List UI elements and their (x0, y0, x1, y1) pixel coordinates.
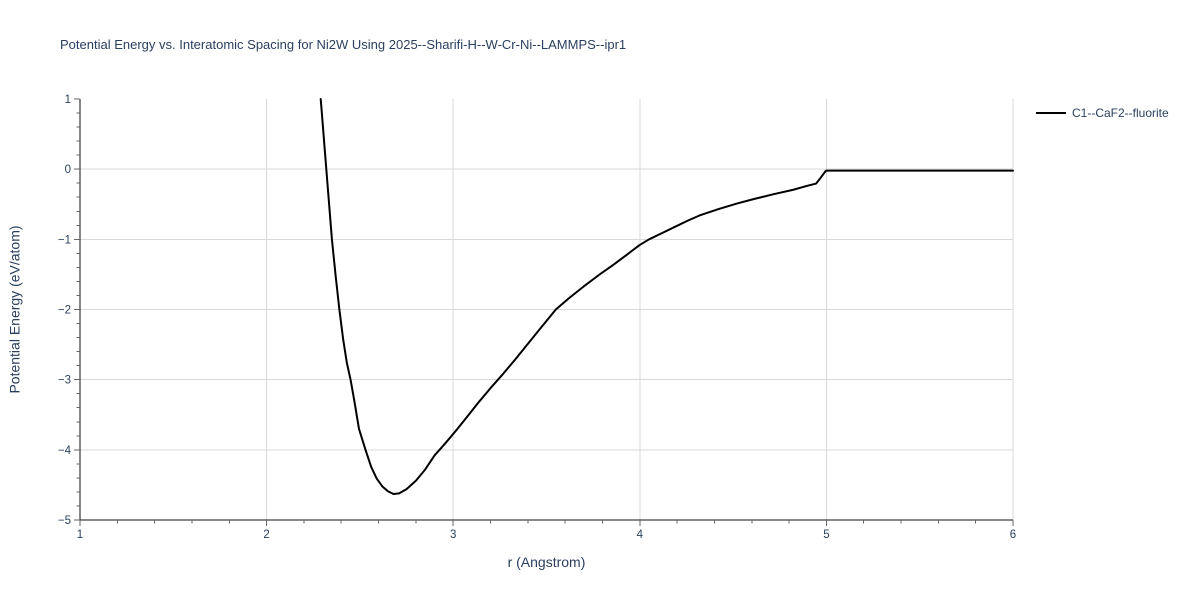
svg-text:1: 1 (65, 94, 71, 106)
svg-text:−3: −3 (58, 375, 71, 387)
svg-text:−5: −5 (58, 515, 71, 527)
x-axis-label: r (Angstrom) (507, 554, 586, 570)
svg-text:−1: −1 (58, 234, 71, 246)
tick-marks (74, 98, 1014, 526)
y-tick-labels: 1 0 −1 −2 −3 −4 −5 (58, 94, 72, 527)
x-tick-labels: 1 2 3 4 5 6 (77, 529, 1016, 541)
series-line (319, 98, 1014, 496)
svg-text:1: 1 (77, 529, 83, 541)
gridlines (80, 99, 1014, 520)
legend-label: C1--CaF2--fluorite (1072, 106, 1169, 120)
chart-title: Potential Energy vs. Interatomic Spacing… (60, 37, 627, 52)
legend-line-swatch (1036, 112, 1066, 114)
svg-text:4: 4 (637, 529, 644, 541)
svg-text:3: 3 (450, 529, 456, 541)
svg-text:−2: −2 (58, 305, 71, 317)
svg-text:0: 0 (65, 164, 71, 176)
svg-text:2: 2 (263, 529, 269, 541)
legend-item[interactable]: C1--CaF2--fluorite (1036, 106, 1169, 120)
y-axis-label: Potential Energy (eV/atom) (6, 225, 23, 394)
svg-text:−4: −4 (58, 445, 72, 457)
svg-text:5: 5 (823, 529, 829, 541)
svg-text:6: 6 (1010, 529, 1016, 541)
